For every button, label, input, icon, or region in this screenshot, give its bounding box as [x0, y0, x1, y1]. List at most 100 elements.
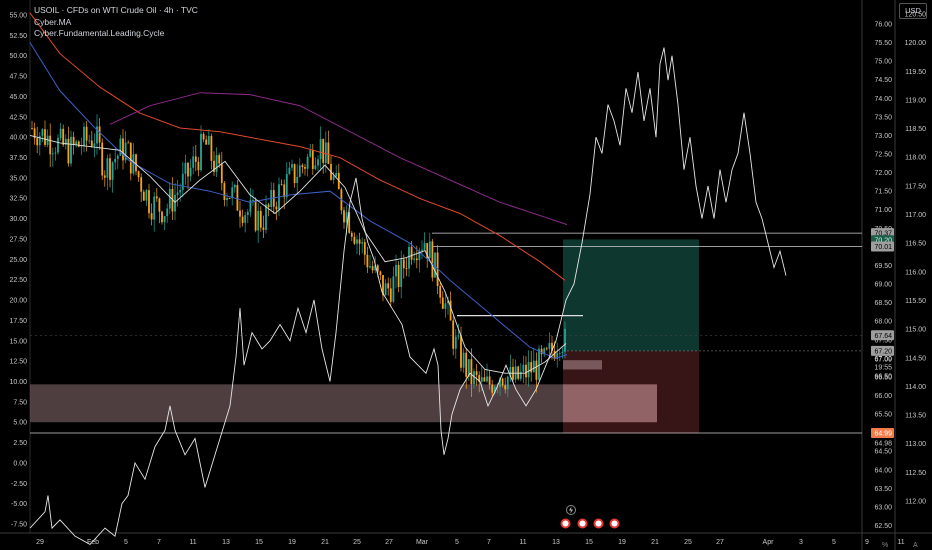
- currency-button[interactable]: USD: [899, 3, 927, 19]
- candle-body: [509, 366, 512, 377]
- candle-body: [475, 371, 478, 375]
- price-axis-tick: 71.00: [874, 207, 892, 214]
- candle-body: [207, 135, 210, 145]
- candle-body: [369, 266, 371, 268]
- candle-body: [522, 364, 525, 372]
- candle-body: [291, 164, 293, 168]
- time-axis-label: 19: [288, 539, 296, 546]
- candle-body: [210, 135, 213, 161]
- usd-axis-tick: 114.50: [905, 355, 926, 362]
- candle-body: [184, 162, 187, 174]
- candle-body: [132, 154, 135, 174]
- indicator-cycle-label[interactable]: Cyber.Fundamental.Leading.Cycle: [34, 28, 165, 38]
- candle-body: [46, 135, 49, 145]
- event-flag-icon-3[interactable]: [593, 516, 604, 534]
- time-axis-label: 9: [865, 539, 869, 546]
- left-axis-tick: -5.00: [11, 501, 27, 508]
- time-axis-label: Mar: [416, 539, 429, 546]
- candle-body: [205, 139, 208, 145]
- left-axis-tick: -2.50: [11, 481, 27, 488]
- time-axis-label: 13: [222, 539, 230, 546]
- candle-body: [535, 360, 538, 380]
- left-axis-tick: 7.50: [13, 399, 27, 406]
- candle-body: [454, 336, 457, 349]
- candle-body: [49, 135, 52, 155]
- candle-body: [106, 158, 109, 178]
- candle-body: [441, 297, 444, 309]
- candle-body: [153, 196, 156, 220]
- percent-icon[interactable]: %: [881, 536, 891, 550]
- candle-body: [309, 150, 312, 157]
- candle-body: [462, 352, 465, 368]
- price-label: 67.20: [874, 348, 892, 355]
- time-axis-label: 7: [157, 539, 161, 546]
- candle-body: [558, 353, 561, 354]
- price-axis-tick: 76.00: [874, 22, 892, 29]
- candle-body: [280, 184, 283, 186]
- candle-body: [486, 376, 488, 382]
- candle-body: [174, 194, 176, 212]
- price-label: 19:55: [874, 365, 892, 372]
- auto-scale-icon[interactable]: A: [912, 536, 922, 550]
- candle-body: [239, 210, 241, 217]
- candle-body: [374, 265, 377, 271]
- price-axis-tick: 64.00: [874, 467, 892, 474]
- ma-fast-line: [29, 134, 567, 374]
- left-axis-tick: 55.00: [9, 13, 27, 20]
- left-axis-tick: 12.50: [9, 359, 27, 366]
- zone-projected-support: [563, 384, 657, 423]
- left-axis-tick: 15.00: [9, 338, 27, 345]
- time-axis-label: 5: [455, 539, 459, 546]
- candle-body: [434, 252, 436, 278]
- indicator-ma-label[interactable]: Cyber.MA: [34, 17, 72, 27]
- left-axis-tick: 20.00: [9, 298, 27, 305]
- event-flag-icon[interactable]: [560, 516, 571, 534]
- price-axis-tick: 69.50: [874, 263, 892, 270]
- price-label: 70.01: [874, 244, 892, 251]
- candle-body: [465, 352, 468, 377]
- candle-body: [540, 348, 543, 355]
- candle-body: [179, 189, 182, 193]
- left-axis-tick: 25.00: [9, 257, 27, 264]
- candle-body: [249, 200, 252, 212]
- candle-body: [350, 232, 353, 237]
- price-label: 67.09: [874, 357, 892, 364]
- candle-body: [298, 165, 301, 177]
- candle-body: [236, 184, 239, 211]
- candle-body: [483, 377, 486, 382]
- candle-body: [418, 250, 421, 261]
- left-axis-tick: 45.00: [9, 94, 27, 101]
- candle-body: [304, 167, 306, 169]
- candle-body: [64, 138, 67, 145]
- candle-body: [478, 374, 481, 382]
- time-axis-label: 25: [353, 539, 361, 546]
- candle-body: [460, 335, 462, 368]
- event-flag-icon-4[interactable]: [609, 516, 620, 534]
- price-axis-tick: 71.50: [874, 189, 892, 196]
- ma-slow-line: [29, 12, 566, 281]
- time-axis-label: 11: [189, 539, 196, 546]
- candle-body: [257, 210, 260, 231]
- left-axis-tick: 47.50: [9, 74, 27, 81]
- candle-body: [158, 198, 161, 212]
- price-axis-tick: 62.50: [874, 523, 892, 530]
- candle-body: [410, 246, 413, 260]
- left-axis-tick: 0.00: [13, 460, 27, 467]
- candle-body: [202, 133, 205, 140]
- candle-body: [70, 136, 72, 164]
- usd-axis-tick: 115.50: [905, 298, 926, 305]
- price-axis-tick: 75.50: [874, 40, 892, 47]
- candle-body: [44, 129, 46, 145]
- lightning-icon[interactable]: [566, 502, 576, 520]
- candle-body: [90, 140, 93, 147]
- svg-text:%: %: [882, 542, 888, 549]
- candle-body: [379, 271, 382, 275]
- event-flag-icon-2[interactable]: [577, 516, 588, 534]
- time-axis-label: 15: [585, 539, 593, 546]
- candle-body: [93, 143, 96, 147]
- candle-body: [389, 288, 392, 302]
- left-axis-tick: 2.50: [13, 440, 27, 447]
